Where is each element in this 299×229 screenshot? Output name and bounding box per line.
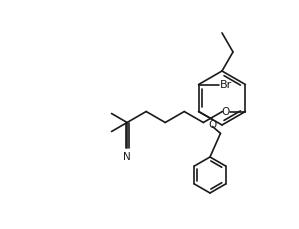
Text: O: O [208, 120, 216, 131]
Text: N: N [123, 153, 131, 163]
Text: O: O [221, 106, 229, 117]
Text: Br: Br [220, 79, 232, 90]
